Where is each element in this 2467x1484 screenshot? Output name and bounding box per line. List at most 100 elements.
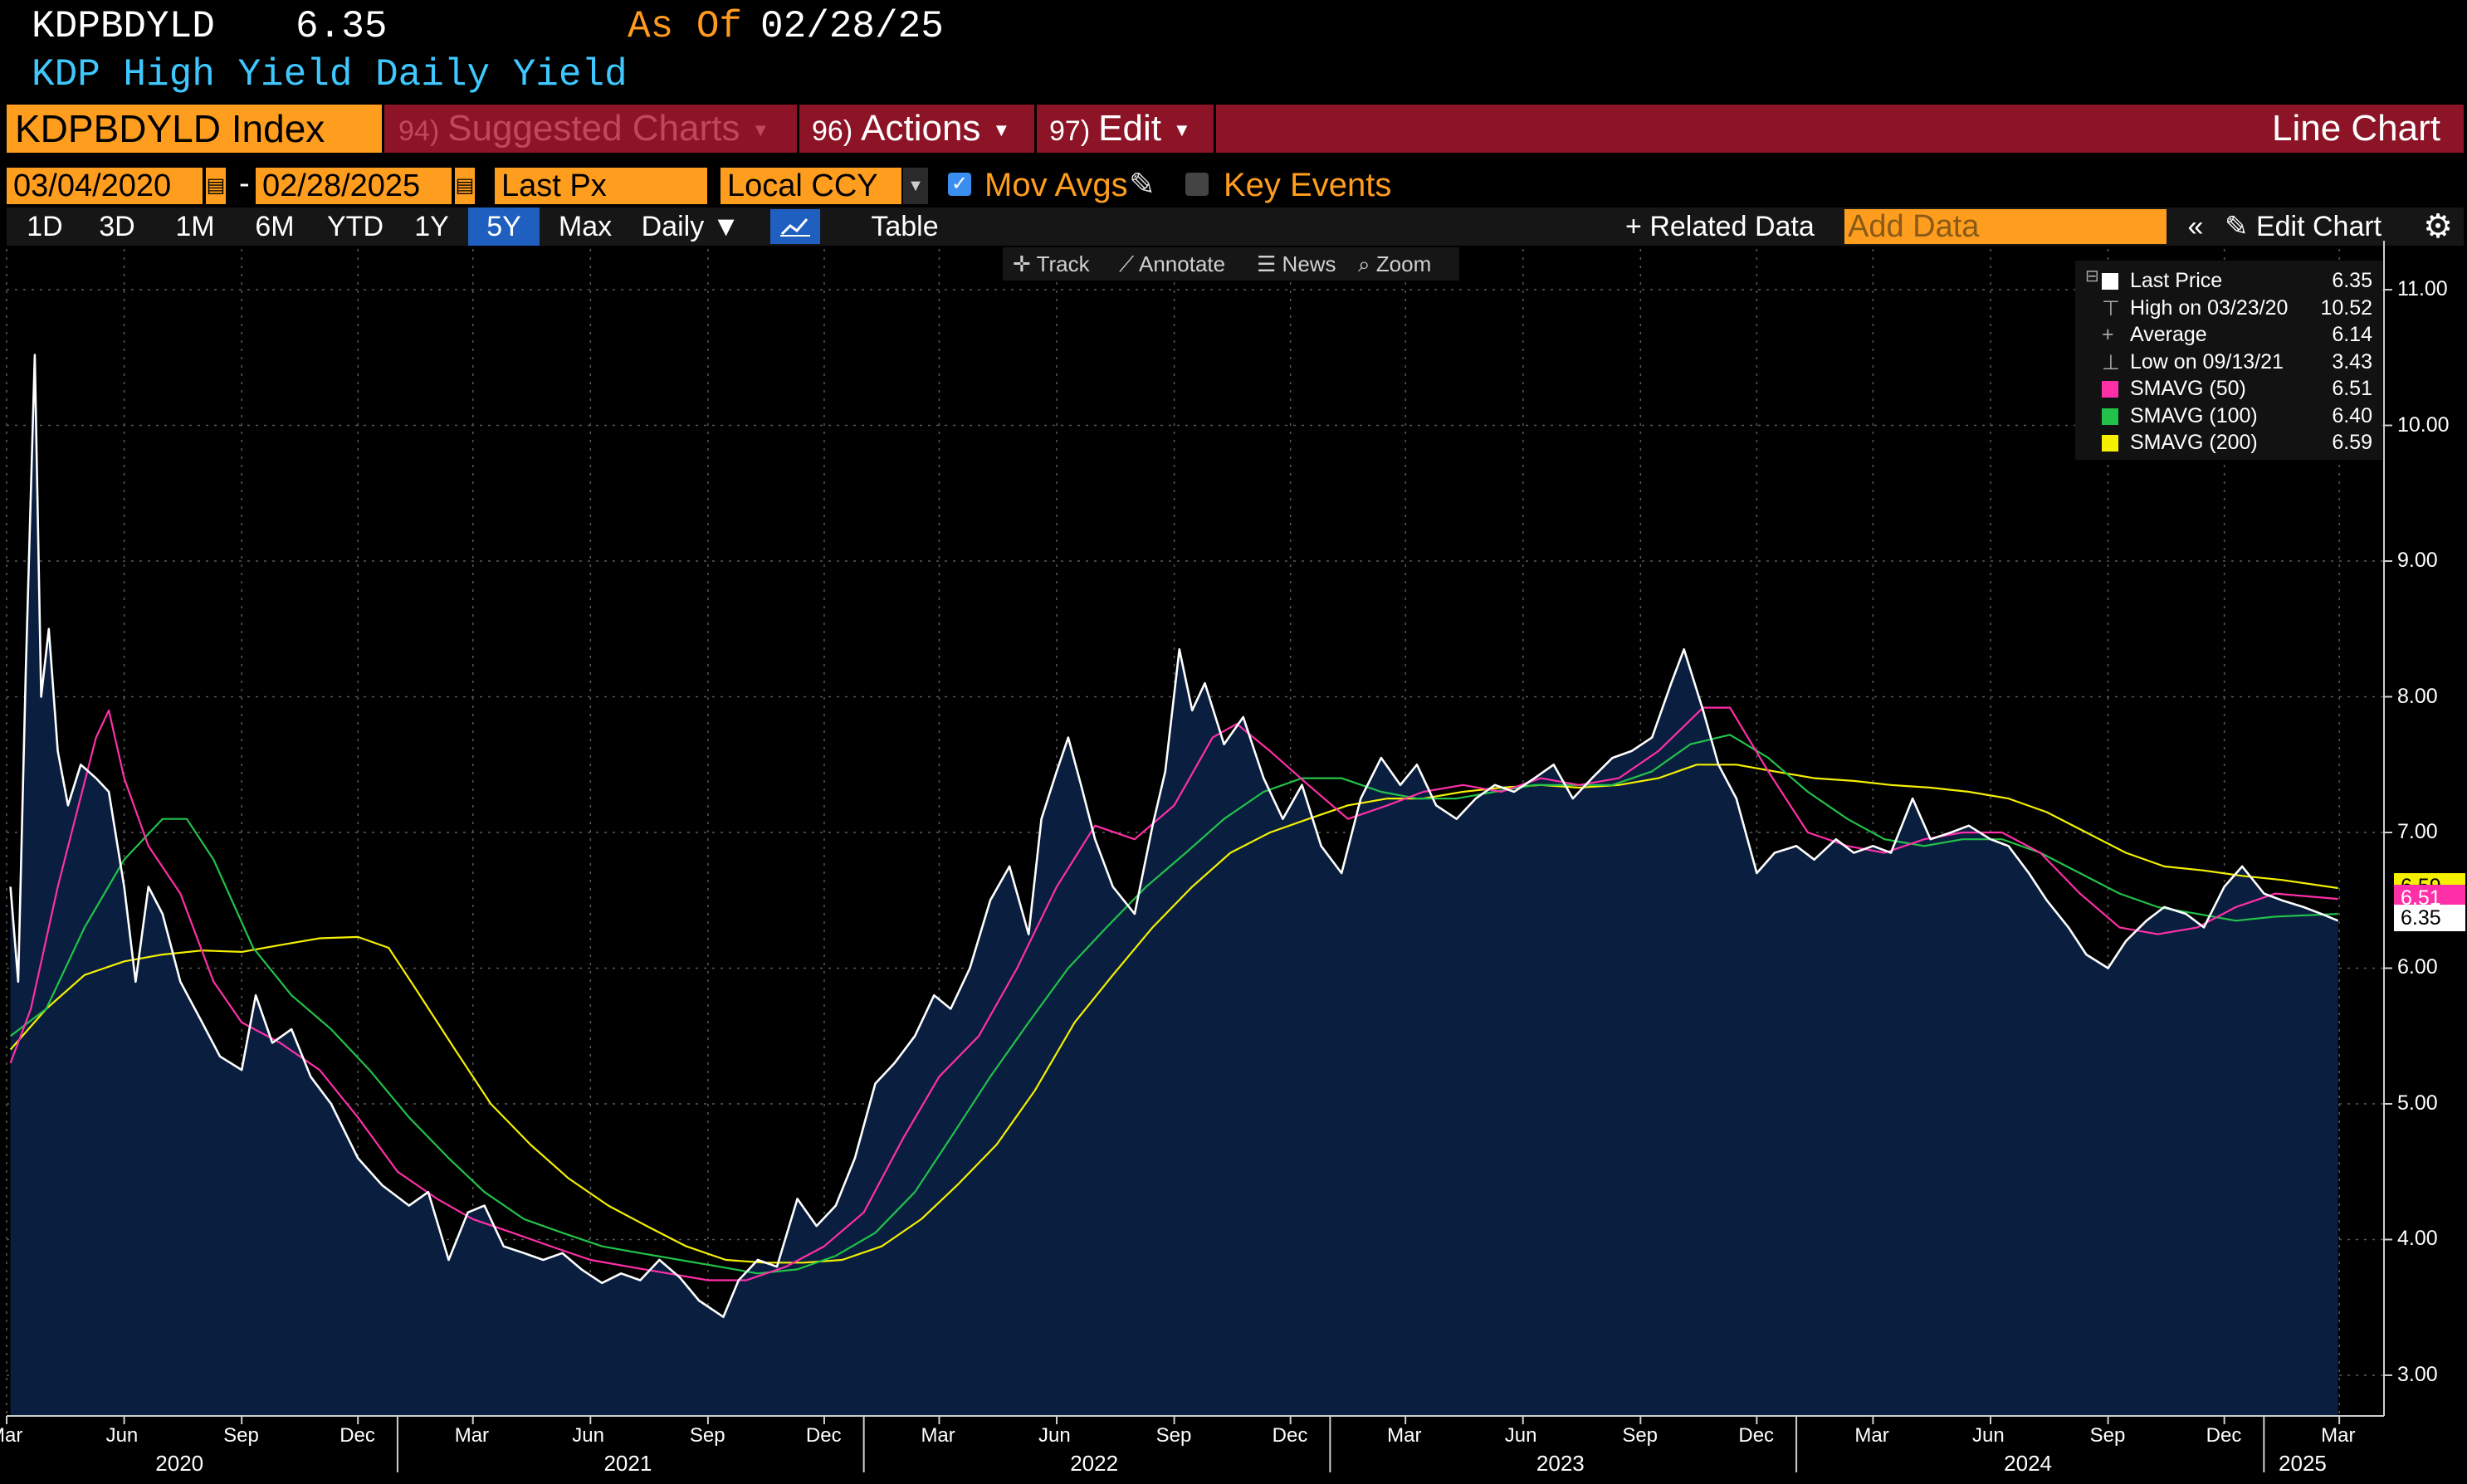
magnifier-icon: ⌕ — [1358, 251, 1370, 276]
period-1y-button[interactable]: 1Y — [414, 211, 449, 242]
actions-menu[interactable]: 96) Actions ▼ — [812, 105, 1010, 153]
x-month-label: Sep — [689, 1424, 725, 1447]
currency-select[interactable]: Local CCY — [721, 168, 901, 204]
last-value: 6.35 — [296, 5, 388, 48]
chart-legend[interactable]: ⊟ Last Price 6.35 ⊤ High on 03/23/20 10.52 + A… — [2075, 261, 2382, 460]
as-of-date: 02/28/25 — [760, 5, 944, 48]
related-data-label: Related Data — [1649, 211, 1815, 242]
x-year-label: 2023 — [1536, 1451, 1585, 1476]
caret-down-icon: ▼ — [711, 211, 740, 242]
annotate-label: Annotate — [1139, 251, 1226, 276]
x-month-label: Jun — [1038, 1424, 1071, 1447]
period-1m-button[interactable]: 1M — [175, 211, 215, 242]
menu-number: 96) — [812, 115, 853, 147]
legend-value: 6.59 — [2332, 431, 2372, 454]
y-tick-label: 8.00 — [2397, 684, 2438, 708]
add-data-input[interactable]: Add Data — [1844, 209, 2167, 244]
suggested-charts-menu[interactable]: 94) Suggested Charts ▼ — [398, 105, 769, 153]
legend-swatch — [2102, 273, 2118, 290]
table-mode-button[interactable]: Table — [871, 211, 939, 242]
key-events-label: Key Events — [1224, 167, 1392, 203]
x-month-label: Mar — [0, 1424, 23, 1447]
legend-label: High on 03/23/20 — [2130, 295, 2289, 320]
y-tick-label: 3.00 — [2397, 1362, 2438, 1386]
x-month-label: Jun — [1972, 1424, 2005, 1447]
legend-label: SMAVG (100) — [2130, 403, 2258, 427]
period-ytd-button[interactable]: YTD — [327, 211, 383, 242]
period-6m-button[interactable]: 6M — [255, 211, 295, 242]
edit-menu[interactable]: 97) Edit ▼ — [1049, 105, 1191, 153]
gear-icon[interactable]: ⚙ — [2423, 208, 2453, 245]
collapse-box-icon[interactable]: ⊟ — [2085, 267, 2099, 286]
calendar-icon[interactable]: ▤ — [455, 168, 475, 204]
period-1d-button[interactable]: 1D — [27, 211, 63, 242]
start-date-input[interactable]: 03/04/2020 — [7, 168, 203, 204]
edit-chart-button[interactable]: ✎ Edit Chart — [2225, 207, 2412, 246]
menu-label: Suggested Charts — [447, 108, 740, 149]
frequency-select[interactable]: Daily ▼ — [633, 207, 749, 246]
legend-label: Low on 09/13/21 — [2130, 349, 2284, 373]
chart-type-label[interactable]: Line Chart — [2271, 108, 2440, 149]
period-5y-button[interactable]: 5Y — [468, 207, 540, 246]
end-date-input[interactable]: 02/28/2025 — [256, 168, 452, 204]
security-input[interactable]: KDPBDYLD Index — [7, 105, 382, 153]
collapse-icon[interactable]: « — [2187, 211, 2204, 242]
legend-label: Last Price — [2130, 269, 2223, 292]
zoom-tool[interactable]: ⌕ Zoom — [1358, 247, 1431, 281]
x-month-label: Sep — [223, 1424, 259, 1447]
legend-label: SMAVG (200) — [2130, 431, 2258, 454]
x-month-label: Sep — [1155, 1424, 1192, 1447]
average-marker-icon: + — [2102, 323, 2114, 346]
x-month-label: Jun — [105, 1424, 139, 1447]
price-area-fill — [10, 354, 2338, 1416]
legend-value: 3.43 — [2332, 349, 2372, 373]
divider — [1034, 105, 1037, 153]
mov-avgs-label: Mov Avgs — [984, 167, 1128, 203]
x-year-label: 2022 — [1070, 1451, 1119, 1476]
x-year-label: 2025 — [2279, 1451, 2327, 1476]
x-month-label: Mar — [1387, 1424, 1422, 1447]
annotate-tool[interactable]: ⟋ Annotate — [1119, 247, 1225, 281]
line-chart-mode-button[interactable] — [770, 209, 820, 244]
legend-swatch — [2102, 408, 2118, 425]
news-tool[interactable]: ☰ News — [1257, 247, 1336, 281]
y-tick-label: 6.00 — [2397, 955, 2438, 979]
period-max-button[interactable]: Max — [558, 211, 613, 242]
track-label: Track — [1036, 251, 1090, 276]
x-month-label: Dec — [1272, 1424, 1308, 1447]
track-tool[interactable]: ✛ Track — [1013, 247, 1090, 281]
calendar-icon[interactable]: ▤ — [206, 168, 226, 204]
series-line-last-price — [9, 354, 2339, 1318]
plus-icon: + — [1625, 211, 1642, 242]
pencil-icon[interactable]: ✎ — [1129, 168, 1155, 203]
period-3d-button[interactable]: 3D — [99, 211, 135, 242]
legend-value: 6.51 — [2332, 377, 2372, 400]
pencil-icon: ✎ — [2225, 211, 2249, 242]
legend-swatch — [2102, 381, 2118, 398]
legend-value: 6.35 — [2332, 269, 2372, 292]
y-tick-label: 11.00 — [2397, 277, 2448, 301]
y-tick-label: 5.00 — [2397, 1091, 2438, 1115]
crosshair-icon: ✛ — [1013, 251, 1031, 276]
legend-label: SMAVG (50) — [2130, 377, 2246, 400]
legend-value: 6.14 — [2332, 323, 2372, 346]
y-tick-label: 9.00 — [2397, 549, 2438, 573]
menu-label: Actions — [861, 108, 981, 149]
x-month-label: Sep — [1622, 1424, 1659, 1447]
x-month-label: Dec — [1738, 1424, 1775, 1447]
price-field-select[interactable]: Last Px — [495, 168, 707, 204]
as-of-label: As Of — [628, 5, 743, 48]
axis-ticks — [6, 241, 2392, 1472]
caret-down-icon: ▼ — [1172, 120, 1191, 141]
key-events-checkbox[interactable] — [1185, 173, 1209, 196]
caret-down-icon[interactable]: ▼ — [903, 168, 928, 204]
caret-down-icon: ▼ — [751, 120, 770, 141]
x-month-label: Sep — [2089, 1424, 2126, 1447]
related-data-button[interactable]: + Related Data — [1625, 207, 1825, 246]
annotate-icon: ⟋ — [1119, 251, 1135, 276]
x-year-label: 2021 — [603, 1451, 652, 1476]
legend-value: 10.52 — [2320, 295, 2372, 320]
mov-avgs-checkbox[interactable]: ✓ — [948, 173, 971, 196]
zoom-label: Zoom — [1375, 251, 1432, 276]
y-tick-label: 10.00 — [2397, 412, 2450, 437]
